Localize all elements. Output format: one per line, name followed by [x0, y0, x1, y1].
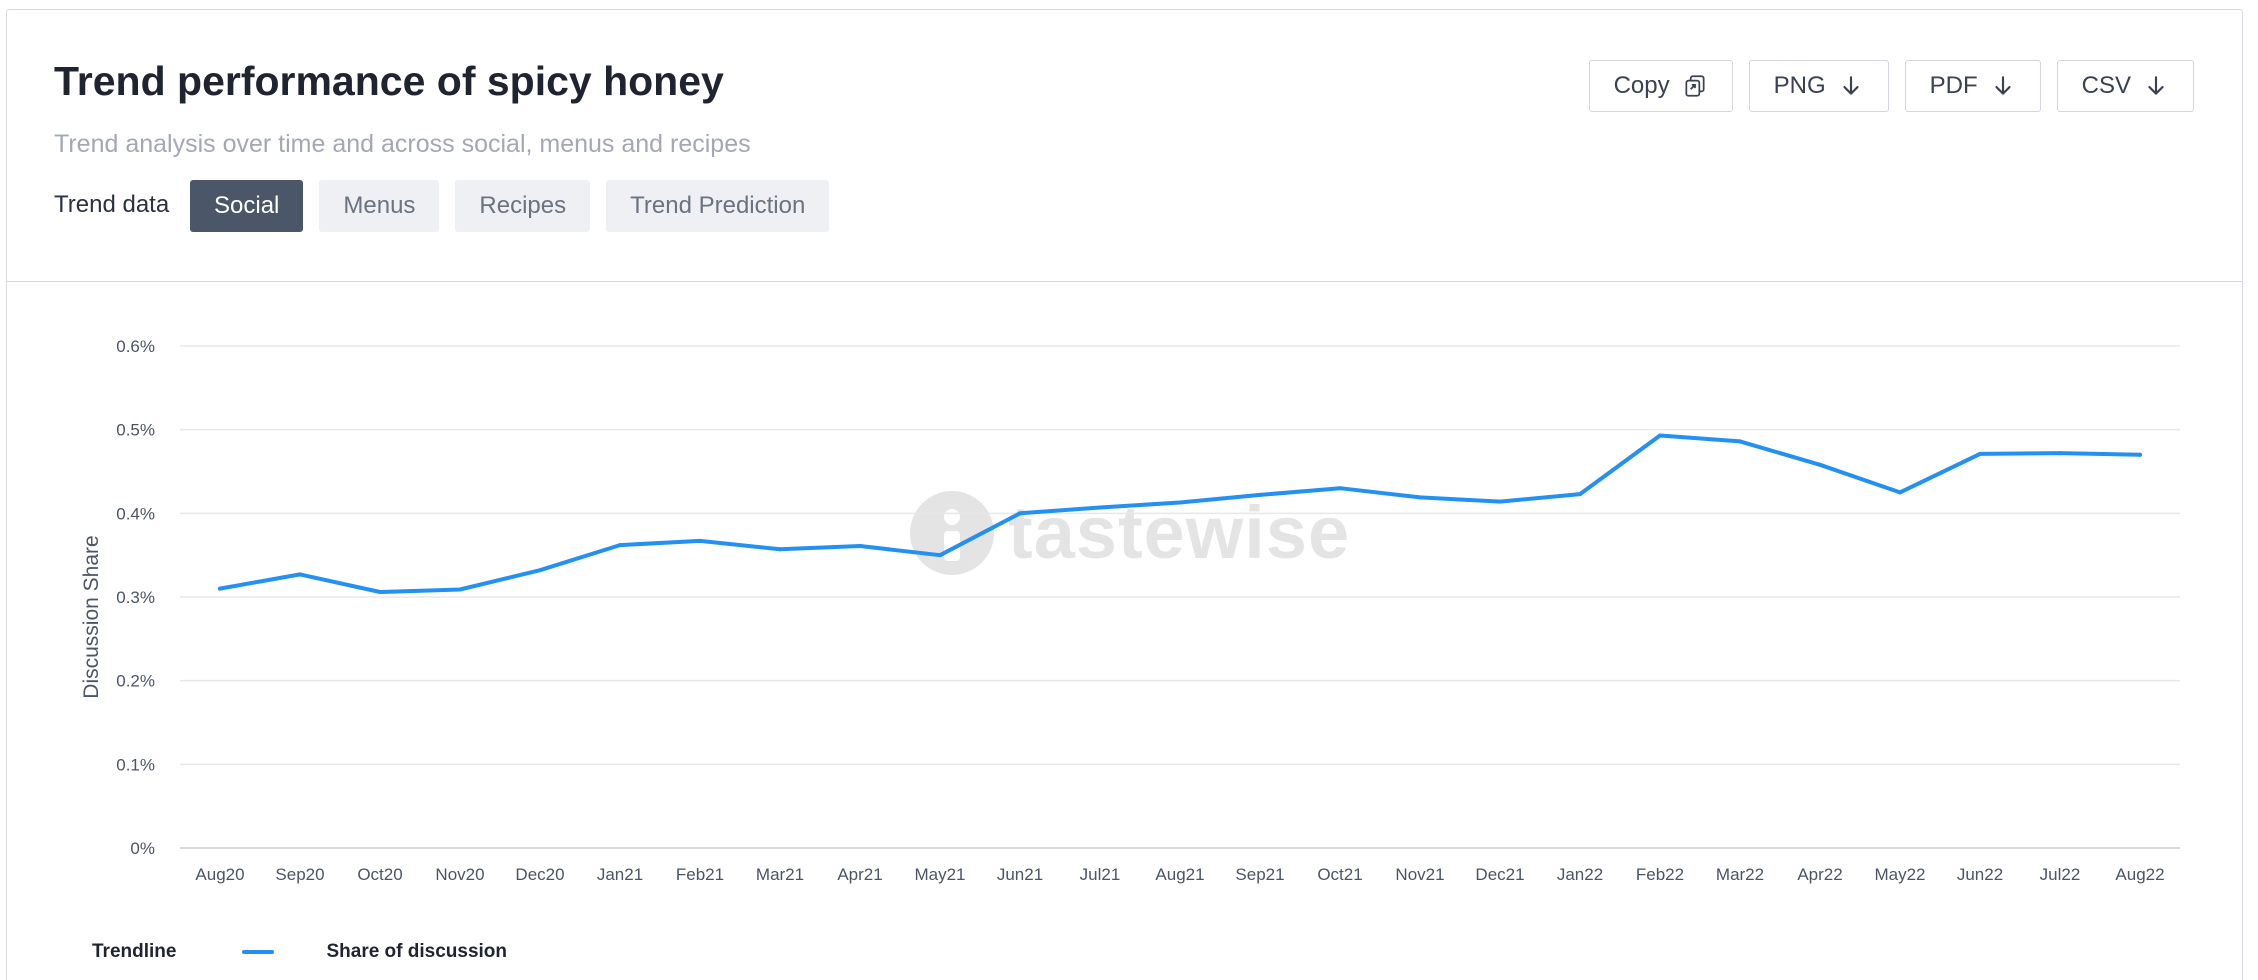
trend-card: Trend performance of spicy honey Trend a…: [6, 9, 2243, 980]
x-tick-label: Aug22: [2115, 865, 2164, 884]
data-point: [218, 586, 222, 591]
download-arrow-icon: [2148, 76, 2164, 95]
y-tick-label: 0.6%: [116, 337, 155, 356]
y-tick-label: 0.4%: [116, 504, 155, 523]
data-point: [1338, 486, 1342, 491]
y-tick-label: 0.2%: [116, 672, 155, 691]
csv-button-label: CSV: [2081, 72, 2131, 99]
data-point: [1258, 492, 1262, 497]
card-header: Trend performance of spicy honey Trend a…: [7, 10, 2242, 282]
x-tick-label: Jun22: [1957, 865, 2003, 884]
data-point: [698, 538, 702, 543]
page-title: Trend performance of spicy honey: [54, 58, 724, 104]
data-point: [1578, 492, 1582, 497]
data-point: [1658, 433, 1662, 438]
y-tick-label: 0.3%: [116, 588, 155, 607]
data-point: [1098, 505, 1102, 510]
tab-social[interactable]: Social: [190, 180, 304, 232]
copy-icon: [1685, 75, 1705, 97]
legend-title: Trendline: [92, 941, 177, 962]
tab-recipes[interactable]: Recipes: [455, 180, 591, 232]
x-tick-label: Aug21: [1155, 865, 1204, 884]
data-point: [778, 547, 782, 552]
legend-series-label: Share of discussion: [326, 941, 508, 962]
x-tick-label: Aug20: [195, 865, 244, 884]
data-point: [1018, 511, 1022, 516]
page-subtitle: Trend analysis over time and across soci…: [54, 130, 751, 158]
x-tick-label: Feb21: [676, 865, 724, 884]
data-point: [538, 568, 542, 573]
data-point: [458, 587, 462, 592]
chart-legend: Trendline Share of discussion: [92, 941, 507, 963]
y-tick-label: 0.5%: [116, 421, 155, 440]
y-axis-title: Discussion Share: [80, 535, 103, 698]
x-tick-label: Nov20: [435, 865, 484, 884]
png-download-button[interactable]: PNG: [1748, 60, 1889, 112]
y-tick-label: 0.1%: [116, 755, 155, 774]
data-point: [378, 589, 382, 594]
data-point: [1418, 495, 1422, 500]
data-point: [938, 553, 942, 558]
y-tick-label: 0%: [130, 839, 155, 858]
data-point: [2138, 452, 2142, 457]
pdf-download-button[interactable]: PDF: [1904, 60, 2041, 112]
x-tick-label: Sep20: [275, 865, 324, 884]
csv-download-button[interactable]: CSV: [2056, 60, 2194, 112]
x-tick-label: Sep21: [1235, 865, 1284, 884]
copy-button-label: Copy: [1613, 72, 1670, 99]
data-point: [2058, 451, 2062, 456]
x-tick-label: Oct20: [357, 865, 402, 884]
pdf-button-label: PDF: [1929, 72, 1978, 99]
x-tick-label: Jul21: [1080, 865, 1121, 884]
data-point: [1818, 462, 1822, 467]
trend-data-label: Trend data: [54, 191, 170, 218]
data-point: [1898, 490, 1902, 495]
data-point: [1498, 499, 1502, 504]
data-point: [858, 543, 862, 548]
x-tick-label: Jan21: [597, 865, 643, 884]
tab-menus[interactable]: Menus: [319, 180, 440, 232]
legend-swatch: [242, 950, 275, 954]
copy-button[interactable]: Copy: [1588, 60, 1733, 112]
export-actions: Copy PNG PDF CSV: [1588, 60, 2194, 112]
x-tick-label: Nov21: [1395, 865, 1444, 884]
png-button-label: PNG: [1773, 72, 1826, 99]
x-tick-label: Jan22: [1557, 865, 1603, 884]
x-tick-label: Feb22: [1636, 865, 1684, 884]
x-tick-label: Apr22: [1797, 865, 1842, 884]
x-tick-label: Mar21: [756, 865, 804, 884]
x-tick-label: Oct21: [1317, 865, 1362, 884]
x-tick-label: Dec21: [1475, 865, 1524, 884]
data-point: [1738, 439, 1742, 444]
x-tick-label: Dec20: [515, 865, 564, 884]
trend-data-tabs: Social Menus Recipes Trend Prediction: [190, 180, 830, 232]
data-point: [298, 572, 302, 577]
tab-trend-prediction[interactable]: Trend Prediction: [606, 180, 830, 232]
x-tick-label: May22: [1874, 865, 1925, 884]
x-tick-label: Jul22: [2040, 865, 2081, 884]
x-tick-label: Jun21: [997, 865, 1043, 884]
data-point: [1178, 500, 1182, 505]
download-arrow-icon: [1843, 76, 1859, 95]
data-point: [1978, 451, 1982, 456]
x-tick-label: Apr21: [837, 865, 882, 884]
data-point: [618, 543, 622, 548]
download-arrow-icon: [1995, 76, 2011, 95]
x-tick-label: Mar22: [1716, 865, 1764, 884]
x-tick-label: May21: [914, 865, 965, 884]
